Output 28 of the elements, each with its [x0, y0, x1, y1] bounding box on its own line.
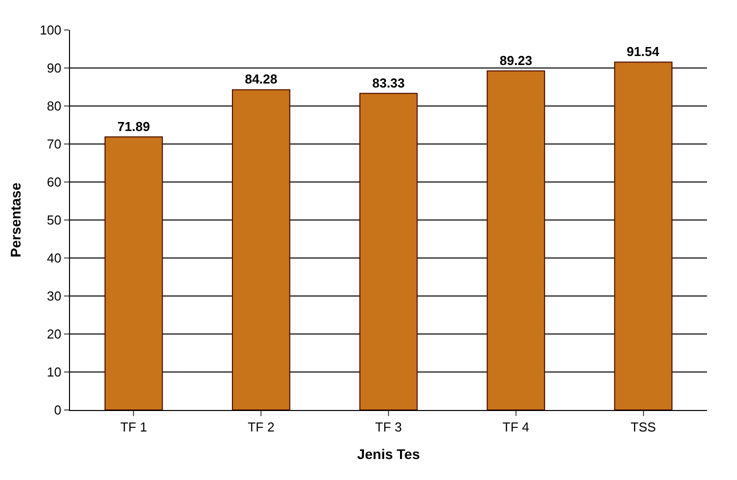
- x-tick-label: TF 1: [120, 420, 148, 435]
- data-label: 83.33: [372, 75, 405, 90]
- data-label: 91.54: [626, 44, 660, 60]
- data-label: 71.89: [117, 118, 150, 134]
- y-tick-label: 20: [46, 326, 62, 342]
- y-tick-label: 90: [46, 60, 62, 76]
- y-tick-label: 80: [46, 98, 62, 114]
- x-tick-label: TF 3: [375, 420, 402, 435]
- y-tick-label: 70: [46, 136, 62, 152]
- bar: [359, 92, 418, 410]
- y-tick-label: 40: [46, 250, 62, 266]
- y-tick-label: 30: [46, 288, 62, 304]
- bar: [104, 136, 163, 410]
- x-axis-title: Jenis Tes: [357, 446, 420, 462]
- x-tick-label: TF 4: [502, 420, 530, 435]
- bar: [486, 70, 546, 410]
- y-tick-label: 100: [40, 22, 62, 38]
- y-tick-label: 10: [46, 364, 62, 380]
- x-tick-label: TF 2: [248, 420, 274, 435]
- x-tick-label: TSS: [630, 420, 656, 435]
- y-tick-label: 0: [54, 402, 62, 418]
- bar: [232, 89, 290, 410]
- data-label: 89.23: [500, 52, 532, 68]
- data-label: 84.28: [244, 72, 278, 87]
- y-tick-label: 60: [46, 174, 62, 190]
- y-tick-label: 50: [46, 212, 62, 228]
- y-axis-title: Persentase: [7, 182, 24, 258]
- bar: [614, 62, 672, 410]
